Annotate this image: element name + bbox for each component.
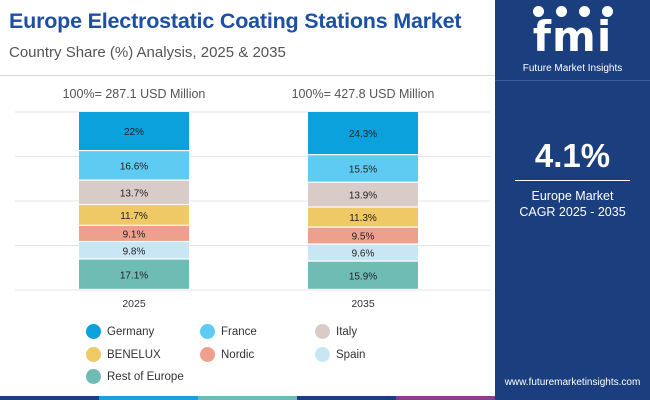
logo-dot-icon (556, 6, 567, 17)
footer-color-segment (0, 396, 99, 400)
data-label: 24.3% (349, 129, 377, 140)
data-label: 11.7% (120, 211, 148, 222)
data-label: 9.1% (123, 230, 146, 241)
data-label: 9.5% (352, 232, 375, 243)
footer-color-segment (396, 396, 495, 400)
cagr-value: 4.1% (534, 137, 611, 174)
logo-letters: fmi (532, 12, 613, 61)
cagr-underline (515, 180, 630, 181)
legend-label: Italy (336, 325, 358, 338)
legend-label: Rest of Europe (107, 370, 184, 383)
website-link[interactable]: www.futuremarketinsights.com (504, 377, 641, 388)
bar-segment-italy (79, 180, 189, 204)
chart-title: Europe Electrostatic Coating Stations Ma… (9, 9, 462, 33)
footer-color-segment (297, 396, 396, 400)
bar-segment-nordic (308, 227, 418, 244)
data-label: 9.8% (123, 246, 146, 257)
legend-item-france: France (200, 324, 257, 339)
data-label: 13.9% (349, 191, 377, 202)
cagr-label-line2: CAGR 2025 - 2035 (519, 205, 626, 219)
x-tick-label: 2035 (351, 298, 375, 310)
data-label: 16.6% (120, 161, 148, 172)
legend-label: Spain (336, 348, 366, 361)
logo-dot-icon (533, 6, 544, 17)
legend-item-germany: Germany (86, 324, 154, 339)
data-label: 9.6% (352, 249, 375, 260)
bar-segment-germany (79, 112, 189, 150)
bar-total-label: 100%= 427.8 USD Million (292, 87, 435, 101)
cagr-label: Europe Market CAGR 2025 - 2035 (495, 188, 650, 220)
data-label: 22% (124, 127, 144, 138)
cagr-label-line1: Europe Market (531, 189, 614, 203)
legend-swatch (86, 369, 101, 384)
chart-subtitle: Country Share (%) Analysis, 2025 & 2035 (9, 44, 286, 61)
logo-dot-icon (602, 6, 613, 17)
legend-label: Germany (107, 325, 155, 338)
legend-label: BENELUX (107, 348, 161, 361)
bar-segment-benelux (308, 207, 418, 227)
fmi-logo: fmi Future Market Insights (515, 6, 630, 76)
data-label: 15.5% (349, 165, 377, 176)
x-tick-label: 2025 (122, 298, 146, 310)
panel-divider (495, 80, 650, 81)
bar-segment-spain (79, 242, 189, 259)
data-label: 11.3% (349, 213, 377, 224)
header-divider (0, 75, 495, 76)
bar-segment-france (79, 151, 189, 180)
legend-swatch (315, 324, 330, 339)
legend-item-benelux: BENELUX (86, 347, 161, 362)
bar-segment-germany (308, 112, 418, 155)
bar-segment-rest-of-europe (79, 259, 189, 289)
data-label: 15.9% (349, 271, 377, 282)
legend-label: Nordic (221, 348, 255, 361)
legend-item-rest-of-europe: Rest of Europe (86, 369, 184, 384)
bar-segment-italy (308, 182, 418, 207)
legend-swatch (86, 347, 101, 362)
bar-segment-rest-of-europe (308, 261, 418, 289)
legend-label: France (221, 325, 257, 338)
bar-total-label: 100%= 287.1 USD Million (63, 87, 206, 101)
logo-subtext: Future Market Insights (522, 63, 623, 74)
legend-item-italy: Italy (315, 324, 357, 339)
data-label: 17.1% (120, 270, 148, 281)
logo-dot-icon (579, 6, 590, 17)
legend-swatch (315, 347, 330, 362)
bar-segment-nordic (79, 225, 189, 241)
legend-swatch (86, 324, 101, 339)
bar-segment-france (308, 155, 418, 182)
legend-swatch (200, 324, 215, 339)
stacked-bar-chart: 22% 16.6% 13.7% 11.7% 9.1% 9.8% 17.1% 100%= 287… (15, 87, 490, 310)
info-panel: fmi Future Market Insights 4.1% Europe M… (495, 0, 650, 400)
bar-segment-benelux (79, 205, 189, 225)
legend-swatch (200, 347, 215, 362)
logo-icons (533, 6, 613, 20)
data-label: 13.7% (120, 188, 148, 199)
footer-color-segment (198, 396, 297, 400)
footer-color-bar (0, 396, 495, 400)
footer-color-segment (99, 396, 198, 400)
legend-item-nordic: Nordic (200, 347, 254, 362)
legend-item-spain: Spain (315, 347, 365, 362)
bar-segment-spain (308, 244, 418, 261)
